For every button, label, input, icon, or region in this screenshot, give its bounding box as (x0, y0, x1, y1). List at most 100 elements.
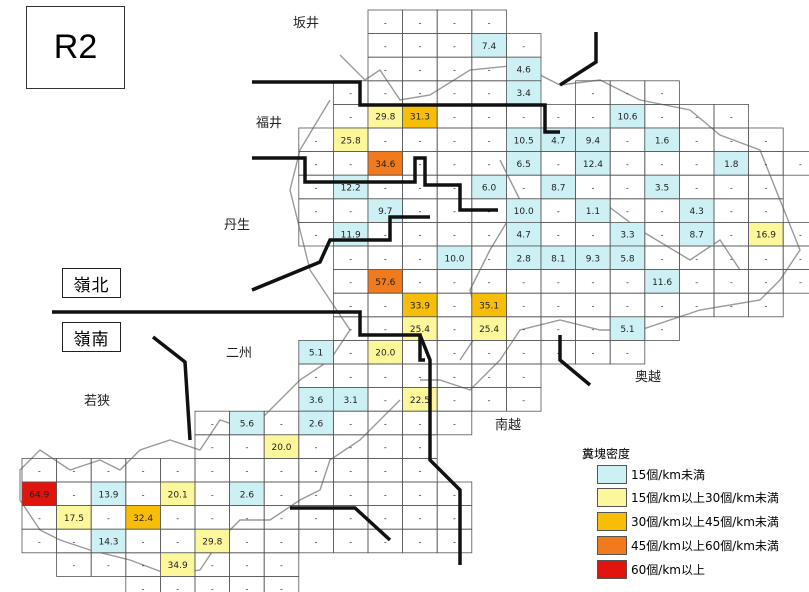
empty-cell-mark: - (245, 514, 248, 523)
empty-cell-mark: - (626, 349, 629, 358)
empty-cell-mark: - (142, 538, 145, 547)
empty-cell-mark: - (418, 278, 421, 287)
empty-cell-mark: - (349, 443, 352, 452)
empty-cell-mark: - (557, 278, 560, 287)
empty-cell-mark: - (453, 184, 456, 193)
grid-cell (609, 339, 646, 365)
empty-cell-mark: - (418, 231, 421, 240)
density-value: 25.4 (479, 325, 499, 335)
density-value: 25.8 (341, 136, 361, 146)
empty-cell-mark: - (142, 561, 145, 570)
district-border (559, 32, 598, 87)
density-value: 11.9 (341, 231, 361, 241)
empty-cell-mark: - (245, 443, 248, 452)
district-border (252, 80, 560, 134)
empty-cell-mark: - (695, 302, 698, 311)
density-value: 5.6 (240, 420, 255, 430)
density-value: 6.5 (517, 160, 531, 170)
empty-cell-mark: - (176, 538, 179, 547)
empty-cell-mark: - (211, 585, 214, 592)
density-value: 11.6 (652, 278, 672, 288)
empty-cell-mark: - (349, 514, 352, 523)
region-label-wakasa: 若狭 (84, 394, 111, 409)
legend-label-1: 15個/km未満 (631, 467, 705, 482)
empty-cell-mark: - (661, 160, 664, 169)
empty-cell-mark: - (522, 396, 525, 405)
empty-cell-mark: - (488, 160, 491, 169)
empty-cell-mark: - (211, 490, 214, 499)
density-value: 12.2 (341, 184, 361, 194)
empty-cell-mark: - (730, 302, 733, 311)
empty-cell-mark: - (211, 443, 214, 452)
density-value: 12.4 (583, 160, 603, 170)
empty-cell-mark: - (488, 18, 491, 27)
empty-cell-mark: - (384, 184, 387, 193)
grid-cell (644, 316, 680, 341)
empty-cell-mark: - (418, 467, 421, 476)
empty-cell-mark: - (453, 372, 456, 381)
empty-cell-mark: - (799, 160, 802, 169)
empty-cell-mark: - (591, 231, 594, 240)
empty-cell-mark: - (591, 302, 594, 311)
empty-cell-mark: - (211, 514, 214, 523)
empty-cell-mark: - (557, 302, 560, 311)
density-value: 35.1 (479, 302, 499, 312)
district-borders (52, 32, 598, 565)
empty-cell-mark: - (730, 231, 733, 240)
empty-cell-mark: - (72, 561, 75, 570)
empty-cell-mark: - (453, 538, 456, 547)
density-value: 29.8 (202, 538, 222, 548)
empty-cell-mark: - (764, 278, 767, 287)
empty-cell-mark: - (280, 420, 283, 429)
legend-label-5: 60個/km以上 (631, 562, 705, 577)
empty-cell-mark: - (349, 467, 352, 476)
density-value: 29.8 (375, 113, 395, 123)
empty-cell-mark: - (349, 207, 352, 216)
empty-cell-mark: - (557, 113, 560, 122)
empty-cell-mark: - (695, 278, 698, 287)
empty-cell-mark: - (349, 89, 352, 98)
empty-cell-mark: - (695, 184, 698, 193)
legend-title: 糞塊密度 (582, 447, 631, 461)
legend-label-4: 45個/km以上60個/km未満 (631, 538, 779, 553)
region-label-nyu: 丹生 (224, 218, 251, 233)
empty-cell-mark: - (418, 89, 421, 98)
empty-cell-mark: - (488, 396, 491, 405)
density-value: 4.6 (517, 66, 532, 76)
density-value: 14.3 (98, 538, 118, 548)
empty-cell-mark: - (453, 18, 456, 27)
empty-cell-mark: - (799, 254, 802, 263)
empty-cell-mark: - (799, 278, 802, 287)
empty-cell-mark: - (384, 396, 387, 405)
empty-cell-mark: - (522, 113, 525, 122)
empty-cell-mark: - (384, 42, 387, 51)
grid-cell (263, 576, 300, 592)
empty-cell-mark: - (107, 467, 110, 476)
empty-cell-mark: - (730, 136, 733, 145)
empty-cell-mark: - (418, 372, 421, 381)
empty-cell-mark: - (315, 514, 318, 523)
empty-cell-mark: - (38, 467, 41, 476)
density-value: 7.4 (482, 42, 497, 52)
empty-cell-mark: - (453, 325, 456, 334)
empty-cell-mark: - (349, 420, 352, 429)
empty-cell-mark: - (730, 184, 733, 193)
empty-cell-mark: - (453, 231, 456, 240)
empty-cell-mark: - (315, 231, 318, 240)
density-value: 8.7 (690, 231, 704, 241)
empty-cell-mark: - (384, 514, 387, 523)
density-value: 10.6 (617, 113, 637, 123)
region-label-sakai: 坂井 (293, 16, 320, 31)
empty-cell-mark: - (384, 254, 387, 263)
region-label-fukui: 福井 (256, 116, 283, 131)
empty-cell-mark: - (730, 113, 733, 122)
empty-cell-mark: - (418, 18, 421, 27)
district-border (558, 335, 592, 387)
empty-cell-mark: - (245, 538, 248, 547)
empty-cell-mark: - (349, 372, 352, 381)
empty-cell-mark: - (38, 514, 41, 523)
empty-cell-mark: - (384, 443, 387, 452)
empty-cell-mark: - (107, 514, 110, 523)
empty-cell-mark: - (245, 467, 248, 476)
empty-cell-mark: - (315, 184, 318, 193)
